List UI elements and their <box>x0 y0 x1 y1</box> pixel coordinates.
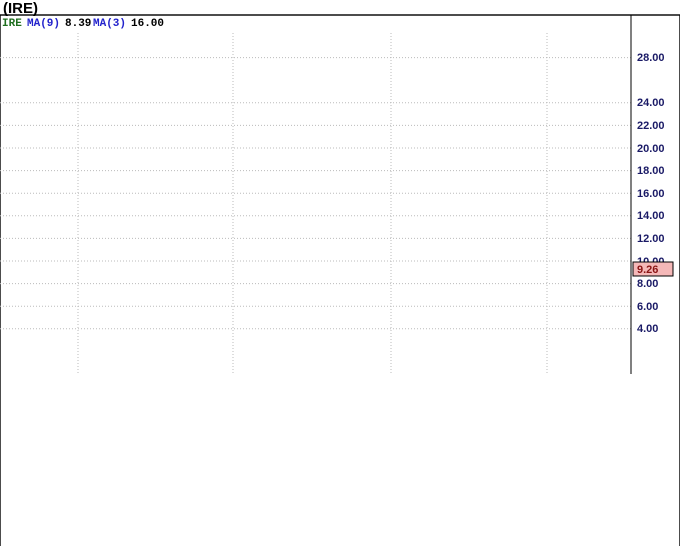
svg-text:8.00: 8.00 <box>637 278 658 290</box>
svg-text:4.00: 4.00 <box>637 323 658 335</box>
svg-text:MA(9): MA(9) <box>27 18 60 30</box>
svg-text:8.39: 8.39 <box>65 18 91 30</box>
svg-text:18.00: 18.00 <box>637 165 665 177</box>
svg-text:14.00: 14.00 <box>637 210 665 222</box>
svg-text:IRE: IRE <box>2 18 22 30</box>
svg-text:20.00: 20.00 <box>637 143 665 155</box>
svg-text:MA(3): MA(3) <box>93 18 126 30</box>
svg-text:9.26: 9.26 <box>637 264 658 276</box>
svg-text:6.00: 6.00 <box>637 301 658 313</box>
svg-text:16.00: 16.00 <box>637 188 665 200</box>
svg-text:28.00: 28.00 <box>637 52 665 64</box>
svg-text:24.00: 24.00 <box>637 97 665 109</box>
svg-text:16.00: 16.00 <box>131 18 164 30</box>
svg-text:12.00: 12.00 <box>637 233 665 245</box>
svg-text:22.00: 22.00 <box>637 120 665 132</box>
